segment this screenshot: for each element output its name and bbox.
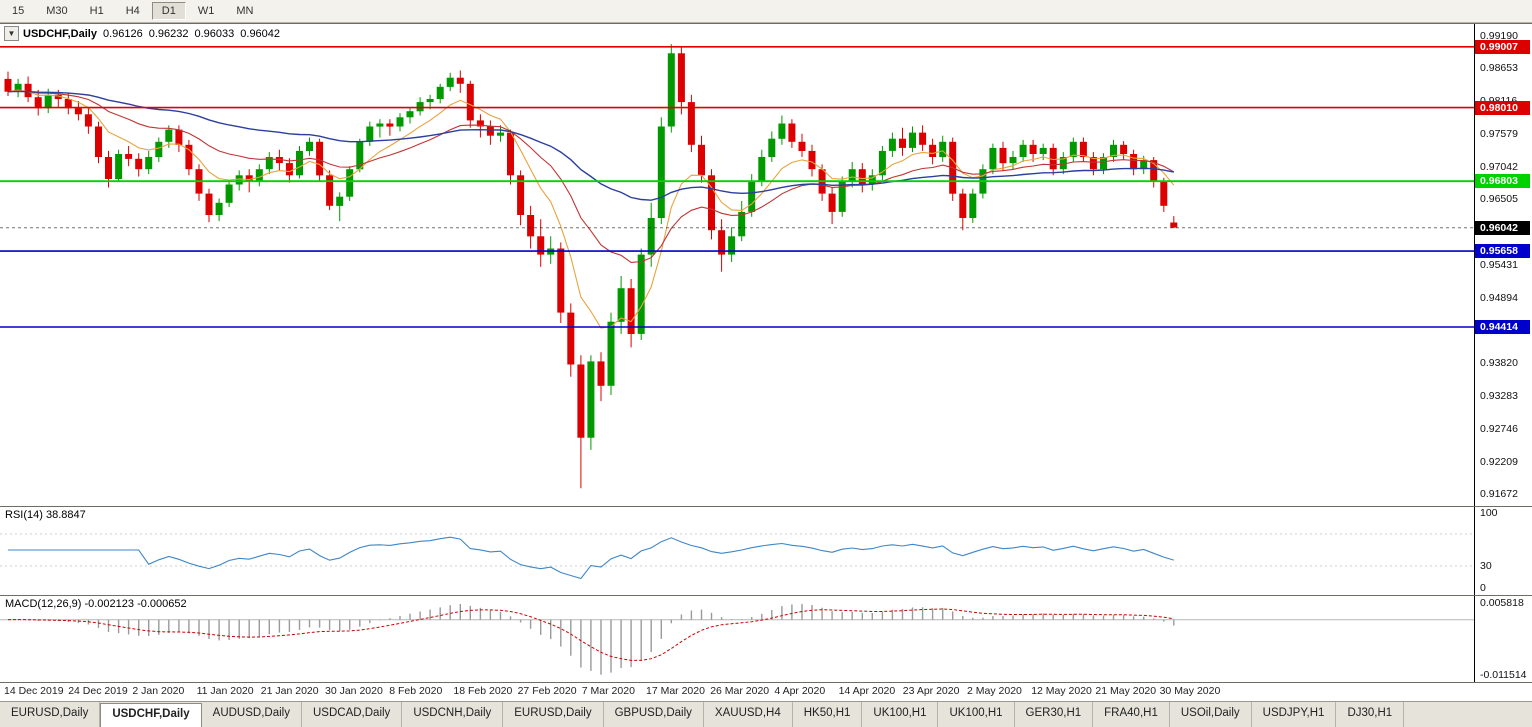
price-tag-096042: 0.96042 xyxy=(1475,220,1530,235)
price-scale-label: 0.91672 xyxy=(1480,488,1518,501)
price-scale-label: 0.94894 xyxy=(1480,291,1518,304)
chevron-down-icon: ▼ xyxy=(7,29,16,38)
rsi-chart[interactable]: RSI(14) 38.8847 xyxy=(0,507,1475,595)
ohlc-close: 0.96042 xyxy=(240,27,281,40)
price-tag-098010: 0.98010 xyxy=(1475,100,1530,115)
timeframe-button-w1[interactable]: W1 xyxy=(197,5,215,17)
ohlc-low: 0.96033 xyxy=(194,27,235,40)
chart-tab-usdcnh-daily[interactable]: USDCNH,Daily xyxy=(402,702,504,727)
time-axis[interactable]: 14 Dec 2019 24 Dec 2019 2 Jan 2020 11 Jan 2… xyxy=(0,682,1532,701)
macd-scale[interactable]: 0.005818 -0.011514 xyxy=(1475,596,1532,682)
macd-indicator-label: MACD(12,26,9) -0.002123 -0.000652 xyxy=(5,598,187,610)
chart-tab-fra40-h1[interactable]: FRA40,H1 xyxy=(1093,702,1170,727)
price-scale-label: 0.93820 xyxy=(1480,357,1518,370)
x-axis-date-label: 12 May 2020 xyxy=(1031,685,1092,697)
x-axis-date-label: 17 Mar 2020 xyxy=(646,685,705,697)
main-price-pane: ▼ USDCHF,Daily 0.96126 0.96232 0.96033 0… xyxy=(0,23,1532,506)
x-axis-date-label: 30 Jan 2020 xyxy=(325,685,383,697)
price-scale-label: 0.98653 xyxy=(1480,62,1518,75)
x-axis-date-label: 11 Jan 2020 xyxy=(196,685,254,697)
price-tag-096803: 0.96803 xyxy=(1475,174,1530,189)
ohlc-high: 0.96232 xyxy=(148,27,189,40)
chart-tab-eurusd-daily[interactable]: EURUSD,Daily xyxy=(0,702,101,727)
timeframe-button-mn[interactable]: MN xyxy=(236,5,254,17)
x-axis-date-label: 24 Dec 2019 xyxy=(68,685,128,697)
rsi-scale-label: 0 xyxy=(1480,582,1486,594)
timeframe-toolbar: 15 M30 H1 H4 D1 W1 MN xyxy=(0,0,1532,23)
x-axis-date-label: 23 Apr 2020 xyxy=(902,685,960,697)
x-axis-date-label: 26 Mar 2020 xyxy=(710,685,770,697)
chart-tab-uk100-h1[interactable]: UK100,H1 xyxy=(862,702,939,727)
price-scale-label: 0.97579 xyxy=(1480,127,1518,140)
chart-tab-hk50-h1[interactable]: HK50,H1 xyxy=(793,702,863,727)
macd-chart[interactable]: MACD(12,26,9) -0.002123 -0.000652 xyxy=(0,596,1475,682)
price-chart[interactable]: ▼ USDCHF,Daily 0.96126 0.96232 0.96033 0… xyxy=(0,24,1475,506)
x-axis-date-label: 14 Apr 2020 xyxy=(838,685,896,697)
rsi-scale-label: 100 xyxy=(1480,507,1498,519)
x-axis-date-label: 4 Apr 2020 xyxy=(774,685,826,697)
price-scale-label: 0.95431 xyxy=(1480,258,1518,271)
chart-tab-usoil-daily[interactable]: USOil,Daily xyxy=(1170,702,1252,727)
chart-tab-gbpusd-daily[interactable]: GBPUSD,Daily xyxy=(604,702,704,727)
chart-tab-xauusd-h4[interactable]: XAUUSD,H4 xyxy=(704,702,793,727)
x-axis-date-label: 30 May 2020 xyxy=(1159,685,1221,697)
symbol-name: USDCHF,Daily xyxy=(23,27,97,40)
ohlc-open: 0.96126 xyxy=(102,27,143,40)
macd-pane: MACD(12,26,9) -0.002123 -0.000652 0.0058… xyxy=(0,595,1532,682)
chart-tab-audusd-daily[interactable]: AUDUSD,Daily xyxy=(202,702,302,727)
price-scale[interactable]: 0.991900.986530.981160.975790.970420.965… xyxy=(1475,24,1532,506)
x-axis-date-label: 2 Jan 2020 xyxy=(132,685,185,697)
price-scale-label: 0.96505 xyxy=(1480,193,1518,206)
symbol-dropdown-button[interactable]: ▼ xyxy=(4,26,19,41)
x-axis-date-label: 8 Feb 2020 xyxy=(389,685,443,697)
x-axis-date-label: 18 Feb 2020 xyxy=(453,685,513,697)
macd-scale-min: -0.011514 xyxy=(1480,669,1527,681)
timeframe-button-m30[interactable]: M30 xyxy=(46,5,68,17)
price-scale-label: 0.93283 xyxy=(1480,389,1518,402)
x-axis-date-label: 2 May 2020 xyxy=(967,685,1022,697)
rsi-scale-label: 30 xyxy=(1480,560,1492,572)
rsi-indicator-label: RSI(14) 38.8847 xyxy=(5,509,86,521)
chart-tab-usdchf-daily[interactable]: USDCHF,Daily xyxy=(100,703,202,727)
chart-tab-bar: EURUSD,Daily USDCHF,Daily AUDUSD,Daily USDC… xyxy=(0,701,1532,727)
timeframe-button-d1[interactable]: D1 xyxy=(151,2,186,20)
chart-tab-eurusd-daily[interactable]: EURUSD,Daily xyxy=(503,702,604,727)
chart-tab-dj30-h1[interactable]: DJ30,H1 xyxy=(1336,702,1405,727)
price-scale-label: 0.99190 xyxy=(1480,29,1518,42)
chart-tab-usdcad-daily[interactable]: USDCAD,Daily xyxy=(302,702,403,727)
x-axis-date-label: 21 May 2020 xyxy=(1095,685,1157,697)
rsi-scale[interactable]: 100 30 0 xyxy=(1475,507,1532,595)
symbol-ohlc-readout: ▼ USDCHF,Daily 0.96126 0.96232 0.96033 0… xyxy=(4,26,286,41)
macd-scale-max: 0.005818 xyxy=(1480,597,1524,609)
price-tag-095658: 0.95658 xyxy=(1475,244,1530,259)
x-axis-date-label: 14 Dec 2019 xyxy=(4,685,64,697)
x-axis-date-label: 7 Mar 2020 xyxy=(581,685,635,697)
chart-tab-ger30-h1[interactable]: GER30,H1 xyxy=(1015,702,1094,727)
candlestick-canvas[interactable] xyxy=(0,24,1474,506)
timeframe-button-h1[interactable]: H1 xyxy=(89,5,104,17)
price-tag-099007: 0.99007 xyxy=(1475,39,1530,54)
rsi-pane: RSI(14) 38.8847 100 30 0 xyxy=(0,506,1532,595)
chart-tab-usdjpy-h1[interactable]: USDJPY,H1 xyxy=(1252,702,1337,727)
chart-tab-uk100-h1[interactable]: UK100,H1 xyxy=(938,702,1015,727)
price-scale-label: 0.92209 xyxy=(1480,455,1518,468)
timeframe-button-h4[interactable]: H4 xyxy=(125,5,140,17)
x-axis-date-label: 27 Feb 2020 xyxy=(517,685,577,697)
timeframe-button-15[interactable]: 15 xyxy=(12,5,25,17)
price-scale-label: 0.92746 xyxy=(1480,422,1518,435)
x-axis-date-label: 21 Jan 2020 xyxy=(260,685,319,697)
price-tag-094414: 0.94414 xyxy=(1475,319,1530,334)
price-scale-label: 0.97042 xyxy=(1480,160,1518,173)
